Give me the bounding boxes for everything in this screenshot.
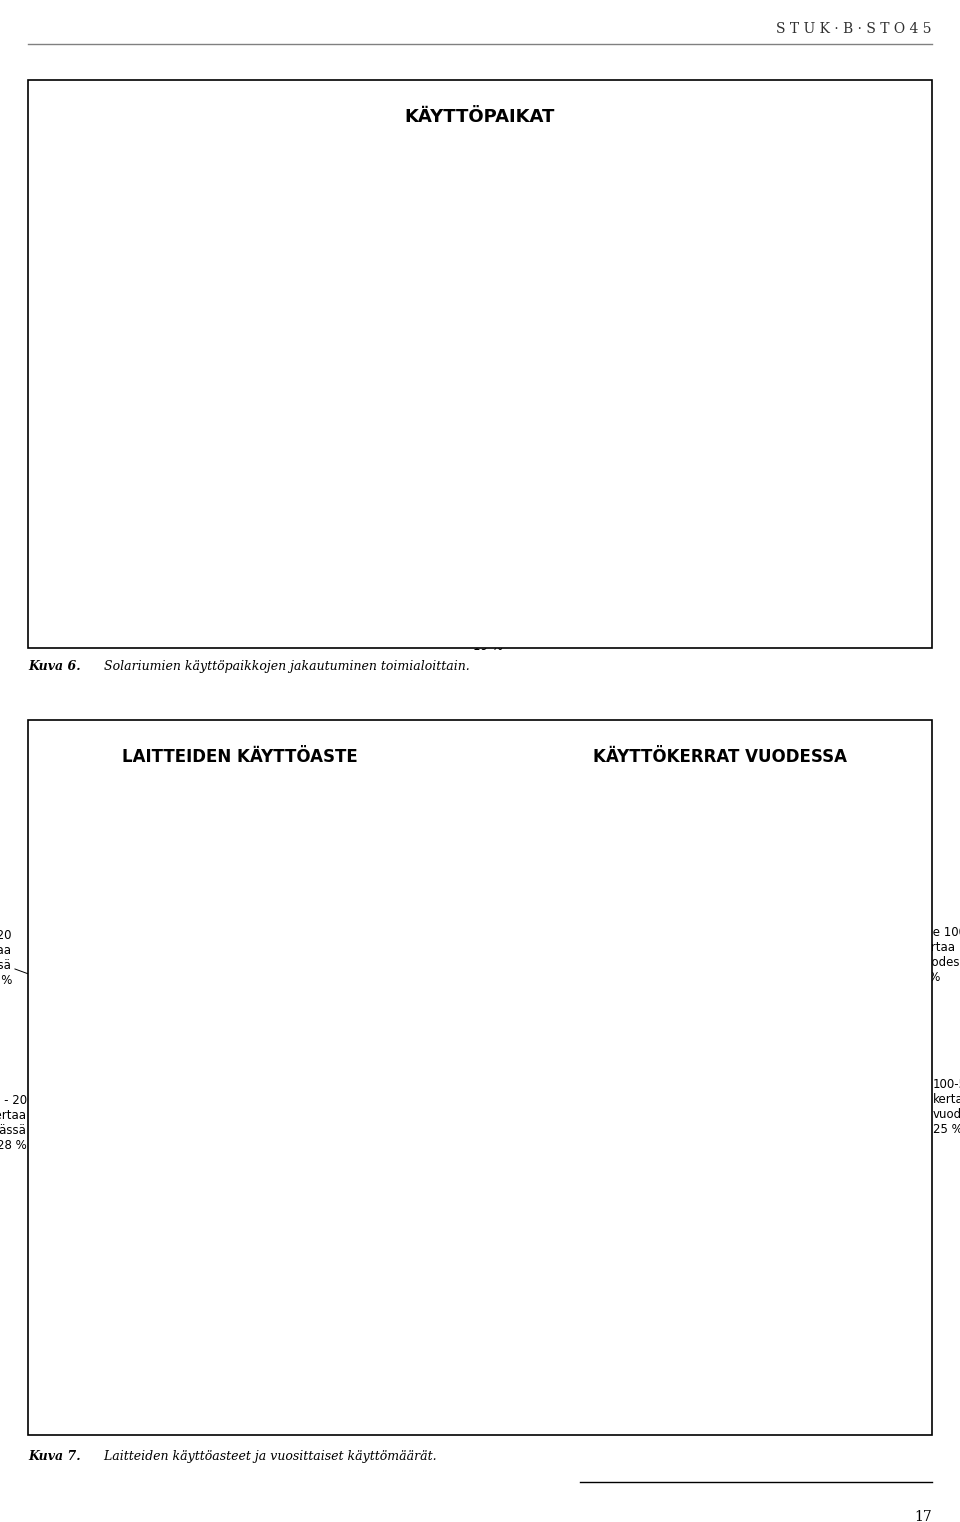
Wedge shape [320,355,480,385]
Wedge shape [88,991,240,1218]
Text: Majoitusliikkeet
6 %: Majoitusliikkeet 6 % [139,213,441,291]
Text: Kauneushoitolat
19 %: Kauneushoitolat 19 % [440,467,536,653]
Text: Muut
2 %: Muut 2 % [474,102,551,283]
Wedge shape [480,215,639,374]
Text: 5 - 20
kertaa
päivässä
28 %: 5 - 20 kertaa päivässä 28 % [0,1094,155,1152]
Text: KÄYTTÖPAIKAT: KÄYTTÖPAIKAT [405,108,555,126]
Text: 1000-2000
kertaa
vuodessa
24 %: 1000-2000 kertaa vuodessa 24 % [444,1132,649,1204]
Wedge shape [683,928,720,1081]
Text: LAITTEIDEN KÄYTTÖASTE: LAITTEIDEN KÄYTTÖASTE [122,747,358,766]
Text: Kuntosalit
24 %: Kuntosalit 24 % [543,307,787,344]
Text: Solariumien käyttöpaikkojen jakautuminen toimialoittain.: Solariumien käyttöpaikkojen jakautuminen… [100,661,469,673]
Wedge shape [569,933,720,1081]
Wedge shape [364,245,480,374]
Wedge shape [321,374,480,521]
Text: Solariumit
3 %: Solariumit 3 % [163,364,387,393]
Wedge shape [412,374,589,536]
Text: 500-1000
kertaa
vuodessa
19 %: 500-1000 kertaa vuodessa 19 % [755,1161,828,1344]
Wedge shape [240,928,385,1081]
Wedge shape [691,1081,849,1231]
Wedge shape [460,215,480,374]
Text: Terveydenhoito-
laitokset
10 %: Terveydenhoito- laitokset 10 % [126,292,396,336]
Wedge shape [480,374,629,492]
Wedge shape [720,951,872,1161]
Text: Parturit ja
kampaamot
17 %: Parturit ja kampaamot 17 % [169,420,403,464]
Text: Liikuntakeskukset
7 %: Liikuntakeskukset 7 % [571,390,833,457]
Wedge shape [322,265,480,374]
Text: Alle 100
kertaa
vuodessa
9 %: Alle 100 kertaa vuodessa 9 % [745,927,960,995]
Text: 100-500
kertaa
vuodessa
25 %: 100-500 kertaa vuodessa 25 % [806,1061,960,1137]
Text: KÄYTTÖKERRAT VUODESSA: KÄYTTÖKERRAT VUODESSA [593,747,847,766]
Text: Ei tietoa
10 %: Ei tietoa 10 % [128,842,193,1006]
Wedge shape [176,1033,392,1231]
Text: Hierojat
3 %: Hierojat 3 % [174,253,419,306]
Wedge shape [123,933,240,1081]
Text: 1 - 6
kertaa
viikossa
20 %: 1 - 6 kertaa viikossa 20 % [292,973,499,1030]
Text: 17: 17 [914,1510,932,1522]
Text: 2000-5000
kertaa
vuodessa
19 %: 2000-5000 kertaa vuodessa 19 % [446,985,654,1043]
Text: Yli 5000
kertaa
vuodessa
4 %: Yli 5000 kertaa vuodessa 4 % [708,816,776,992]
Text: S T U K · B · S T O 4 5: S T U K · B · S T O 4 5 [776,21,931,37]
Text: Alle 1
kerta
viikossa
4 %: Alle 1 kerta viikossa 4 % [228,826,317,992]
Text: Kuva 6.: Kuva 6. [28,661,81,673]
Wedge shape [203,928,240,1081]
Text: Kuva 7.: Kuva 7. [28,1450,81,1463]
Text: Kylpûlät ja
uimahallit
7 %: Kylpûlät ja uimahallit 7 % [557,428,774,522]
Wedge shape [568,1061,720,1230]
Wedge shape [441,216,480,374]
Text: 1 - 4
kertaa
päivässä
37 %: 1 - 4 kertaa päivässä 37 % [227,1146,299,1348]
Text: Oppilaitokset
2 %: Oppilaitokset 2 % [380,102,463,283]
Wedge shape [480,365,640,434]
Text: Laitteiden käyttöasteet ja vuosittaiset käyttömäärät.: Laitteiden käyttöasteet ja vuosittaiset … [100,1450,437,1463]
Wedge shape [117,983,240,1081]
Wedge shape [386,221,480,374]
Wedge shape [720,928,802,1081]
Text: Yli 20
kertaa
päivässä
1 %: Yli 20 kertaa päivässä 1 % [0,930,170,1026]
